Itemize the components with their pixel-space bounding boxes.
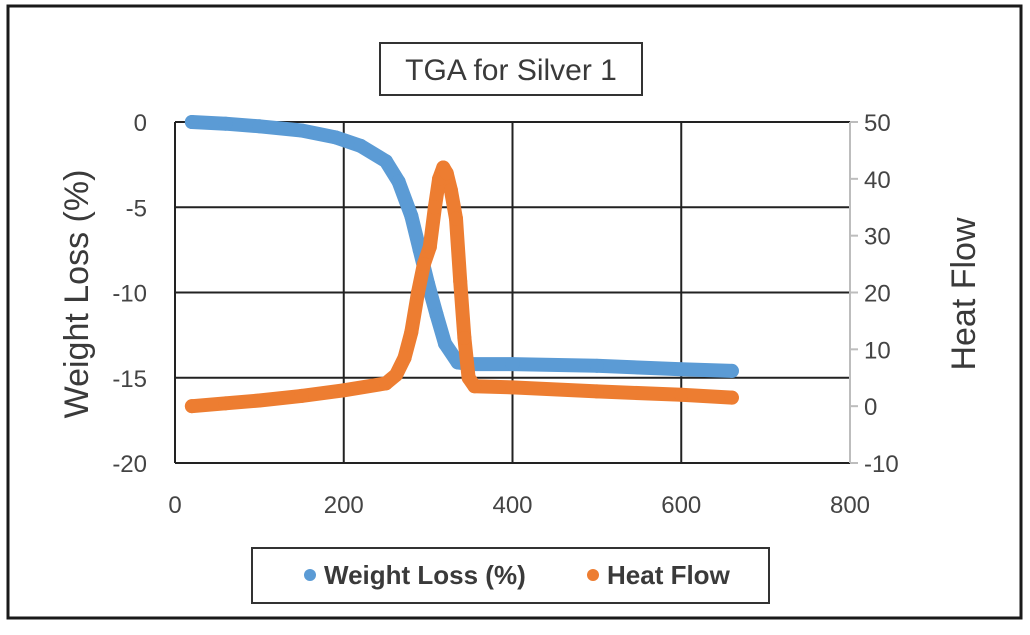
data-point-weight-loss [252, 119, 267, 134]
chart-outer-border [6, 4, 1023, 620]
data-point-weight-loss [505, 357, 520, 372]
data-point-weight-loss [724, 363, 739, 378]
data-point-weight-loss [294, 123, 309, 138]
data-point-heat-flow [411, 285, 425, 300]
x-tick-label: 800 [830, 492, 870, 519]
data-point-heat-flow [448, 211, 463, 226]
data-point-weight-loss [353, 138, 368, 153]
y-left-tick-label: -5 [126, 195, 147, 222]
y-axis-left-label: Weight Loss (%) [58, 170, 96, 419]
data-point-weight-loss [328, 130, 343, 145]
legend-marker-heat-flow [587, 569, 599, 581]
data-point-heat-flow [589, 384, 604, 399]
legend-marker-weight-loss [304, 569, 316, 581]
y-left-tick-label: -20 [112, 451, 147, 478]
data-point-weight-loss [184, 115, 199, 129]
y-left-tick-label: 0 [134, 110, 147, 137]
chart-title: TGA for Silver 1 [405, 54, 617, 87]
data-point-weight-loss [218, 116, 233, 131]
data-point-heat-flow [457, 330, 472, 345]
chart-title-box [379, 42, 643, 96]
data-point-heat-flow [389, 367, 404, 382]
axis-layer: 0 -5 -10 -15 -20 0 200 400 600 800 50 40 30 20 10 0 -10 [112, 110, 898, 519]
y-right-tick-label: 0 [864, 394, 877, 421]
legend: Weight Loss (%) Heat Flow [251, 547, 770, 604]
legend-label-weight-loss: Weight Loss (%) [324, 560, 526, 590]
data-point-weight-loss [589, 358, 604, 373]
data-point-heat-flow [378, 376, 393, 391]
data-point-heat-flow [416, 257, 431, 272]
data-point-heat-flow [422, 240, 437, 255]
data-point-heat-flow [184, 399, 199, 414]
data-point-weight-loss [404, 208, 419, 223]
x-tick-label: 600 [661, 492, 701, 519]
series-layer [184, 115, 739, 414]
data-point-weight-loss [674, 362, 689, 377]
data-point-heat-flow [218, 396, 233, 411]
y-right-tick-label: 50 [864, 110, 891, 137]
data-point-heat-flow [505, 380, 520, 395]
x-tick-label: 400 [492, 492, 532, 519]
y-axis-right-label: Heat Flow [945, 217, 983, 370]
y-right-tick-label: 20 [864, 281, 891, 308]
data-point-heat-flow [439, 166, 454, 181]
x-tick-label: 200 [324, 492, 364, 519]
legend-label-heat-flow: Heat Flow [607, 560, 731, 590]
data-point-weight-loss [429, 307, 444, 322]
data-point-heat-flow [453, 274, 468, 289]
legend-box [251, 547, 770, 604]
y-right-tick-label: -10 [864, 451, 899, 478]
y-right-tick-label: 30 [864, 224, 891, 251]
data-point-heat-flow [467, 379, 482, 394]
data-point-heat-flow [427, 200, 442, 215]
data-point-heat-flow [404, 325, 419, 340]
x-tick-label: 0 [168, 492, 181, 519]
y-right-tick-label: 10 [864, 337, 891, 364]
data-point-weight-loss [378, 154, 393, 169]
data-point-heat-flow [252, 393, 267, 408]
data-point-heat-flow [294, 388, 309, 403]
data-point-heat-flow [724, 390, 739, 405]
data-point-heat-flow [443, 183, 458, 198]
data-point-weight-loss [391, 174, 406, 189]
data-point-heat-flow [336, 383, 351, 398]
data-point-heat-flow [397, 350, 412, 365]
y-right-tick-label: 40 [864, 167, 891, 194]
data-point-weight-loss [438, 336, 452, 351]
y-left-tick-label: -10 [112, 281, 147, 308]
title-layer: TGA for Silver 1 [379, 42, 643, 96]
data-point-heat-flow [674, 387, 689, 402]
y-left-tick-label: -15 [112, 366, 147, 393]
